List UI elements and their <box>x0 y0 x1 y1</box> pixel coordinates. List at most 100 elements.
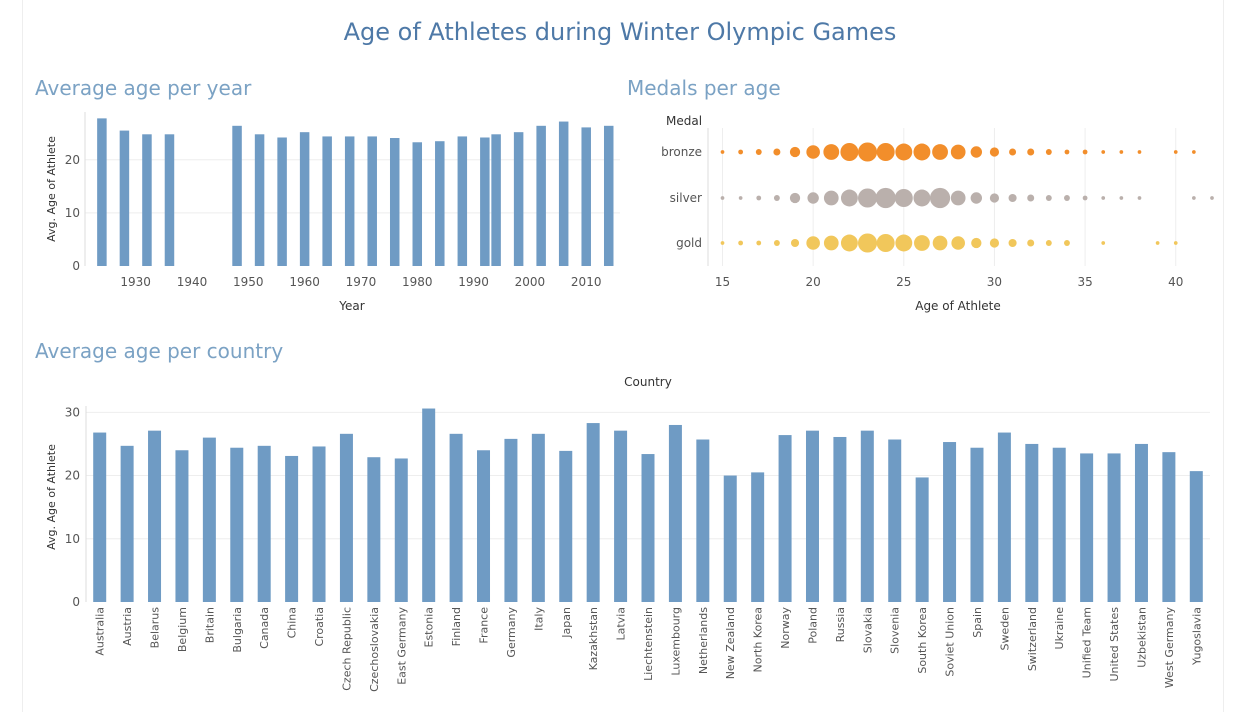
medal-dot-gold <box>989 238 1000 248</box>
medal-dot-bronze <box>1119 150 1124 154</box>
year-bar <box>97 118 107 267</box>
year-x-tick-label: 1940 <box>177 275 208 289</box>
country-x-tick-label: Poland <box>806 607 819 644</box>
medal-dot-gold <box>773 240 780 246</box>
medal-dot-bronze <box>1082 149 1088 155</box>
medal-dot-silver <box>773 195 780 201</box>
dashboard-frame <box>22 0 1224 712</box>
medal-row-label: gold <box>676 236 702 250</box>
medal-dot-gold <box>1101 241 1106 245</box>
country-bar <box>915 477 929 602</box>
country-x-tick-label: Kazakhstan <box>587 607 600 670</box>
country-bar <box>586 423 600 602</box>
year-bar <box>513 132 524 266</box>
year-y-tick-label: 0 <box>72 259 80 273</box>
country-bar <box>778 435 792 602</box>
medal-dot-silver <box>1045 195 1052 201</box>
year-x-tick-label: 1990 <box>458 275 489 289</box>
medal-x-tick-label: 25 <box>896 275 911 289</box>
year-bar <box>119 130 130 266</box>
country-x-tick-label: Latvia <box>615 607 628 641</box>
country-bar <box>394 458 408 602</box>
country-bar <box>312 446 326 602</box>
medal-dot-silver <box>1064 195 1070 201</box>
year-bar <box>491 134 501 266</box>
year-x-tick-label: 1950 <box>233 275 264 289</box>
country-bar <box>1025 443 1039 602</box>
country-x-tick-label: Estonia <box>423 607 436 648</box>
year-x-tick-label: 1970 <box>346 275 377 289</box>
medal-dot-bronze <box>773 148 781 156</box>
country-bar <box>148 430 162 602</box>
country-x-tick-label: Russia <box>834 607 847 642</box>
country-bar <box>751 472 765 602</box>
country-x-tick-label: Soviet Union <box>944 607 957 677</box>
medal-dot-gold <box>932 235 948 251</box>
country-bar <box>559 450 573 602</box>
medal-dot-silver <box>929 187 951 209</box>
medal-dot-gold <box>1027 239 1035 247</box>
country-bar <box>696 439 710 602</box>
medal-x-tick-label: 40 <box>1168 275 1183 289</box>
country-x-tick-label: Ukraine <box>1053 607 1066 650</box>
medal-x-tick-label: 20 <box>806 275 821 289</box>
medal-dot-bronze <box>1027 148 1035 156</box>
year-bar <box>299 132 310 266</box>
medal-dot-gold <box>756 240 762 246</box>
year-bar <box>254 134 265 266</box>
medal-dot-silver <box>756 195 762 201</box>
medal-dot-gold <box>790 238 800 248</box>
country-bar <box>367 457 381 602</box>
country-x-tick-label: Belgium <box>176 607 189 652</box>
medal-dot-bronze <box>823 144 840 160</box>
country-x-tick-label: Germany <box>505 607 518 658</box>
medal-dot-bronze <box>950 144 966 160</box>
medal-dot-silver <box>789 192 801 204</box>
country-bar <box>668 424 682 602</box>
country-y-tick-label: 0 <box>72 595 80 609</box>
year-x-tick-label: 2010 <box>571 275 602 289</box>
medal-dot-gold <box>895 234 913 252</box>
medal-dot-gold <box>914 235 930 251</box>
year-bar <box>389 138 400 266</box>
country-bar <box>285 455 299 602</box>
country-bar <box>1189 471 1203 602</box>
country-x-tick-label: Belarus <box>149 607 162 649</box>
medal-dot-bronze <box>1137 150 1142 154</box>
country-x-tick-label: Uzbekistan <box>1135 607 1148 668</box>
medal-dot-silver <box>1210 196 1214 200</box>
year-x-axis-label: Year <box>338 299 364 313</box>
medal-dot-bronze <box>970 146 983 158</box>
country-x-tick-label: Norway <box>779 607 792 649</box>
medal-dot-gold <box>876 234 895 252</box>
medal-row-label: bronze <box>661 145 702 159</box>
country-bar <box>504 438 518 602</box>
country-x-tick-label: Switzerland <box>1026 607 1039 671</box>
medal-dot-silver <box>970 192 983 204</box>
country-y-axis-label: Avg. Age of Athlete <box>45 444 58 550</box>
country-x-tick-label: Unified Team <box>1081 607 1094 678</box>
country-x-tick-label: North Korea <box>752 607 765 672</box>
medal-dot-silver <box>857 188 878 208</box>
section-title-age-per-country: Average age per country <box>35 339 284 363</box>
year-bar <box>322 136 332 266</box>
country-bar <box>339 433 353 602</box>
medal-dot-bronze <box>806 145 820 159</box>
medal-dot-gold <box>738 240 744 246</box>
medal-dot-gold <box>840 234 858 252</box>
year-bar <box>142 134 152 266</box>
medal-dot-bronze <box>1064 149 1070 155</box>
country-bar <box>860 430 874 602</box>
country-bar <box>805 430 819 602</box>
medal-dot-silver <box>1027 194 1035 202</box>
year-bar <box>412 142 423 266</box>
medal-dot-silver <box>1082 195 1088 201</box>
medal-dot-silver <box>1192 196 1196 200</box>
country-y-tick-label: 20 <box>65 469 80 483</box>
year-bar <box>558 121 569 266</box>
country-x-tick-label: Japan <box>560 607 573 639</box>
medal-dot-gold <box>806 236 820 250</box>
country-x-tick-label: China <box>286 607 299 638</box>
country-y-tick-label: 30 <box>65 405 80 419</box>
country-bar <box>93 432 107 602</box>
